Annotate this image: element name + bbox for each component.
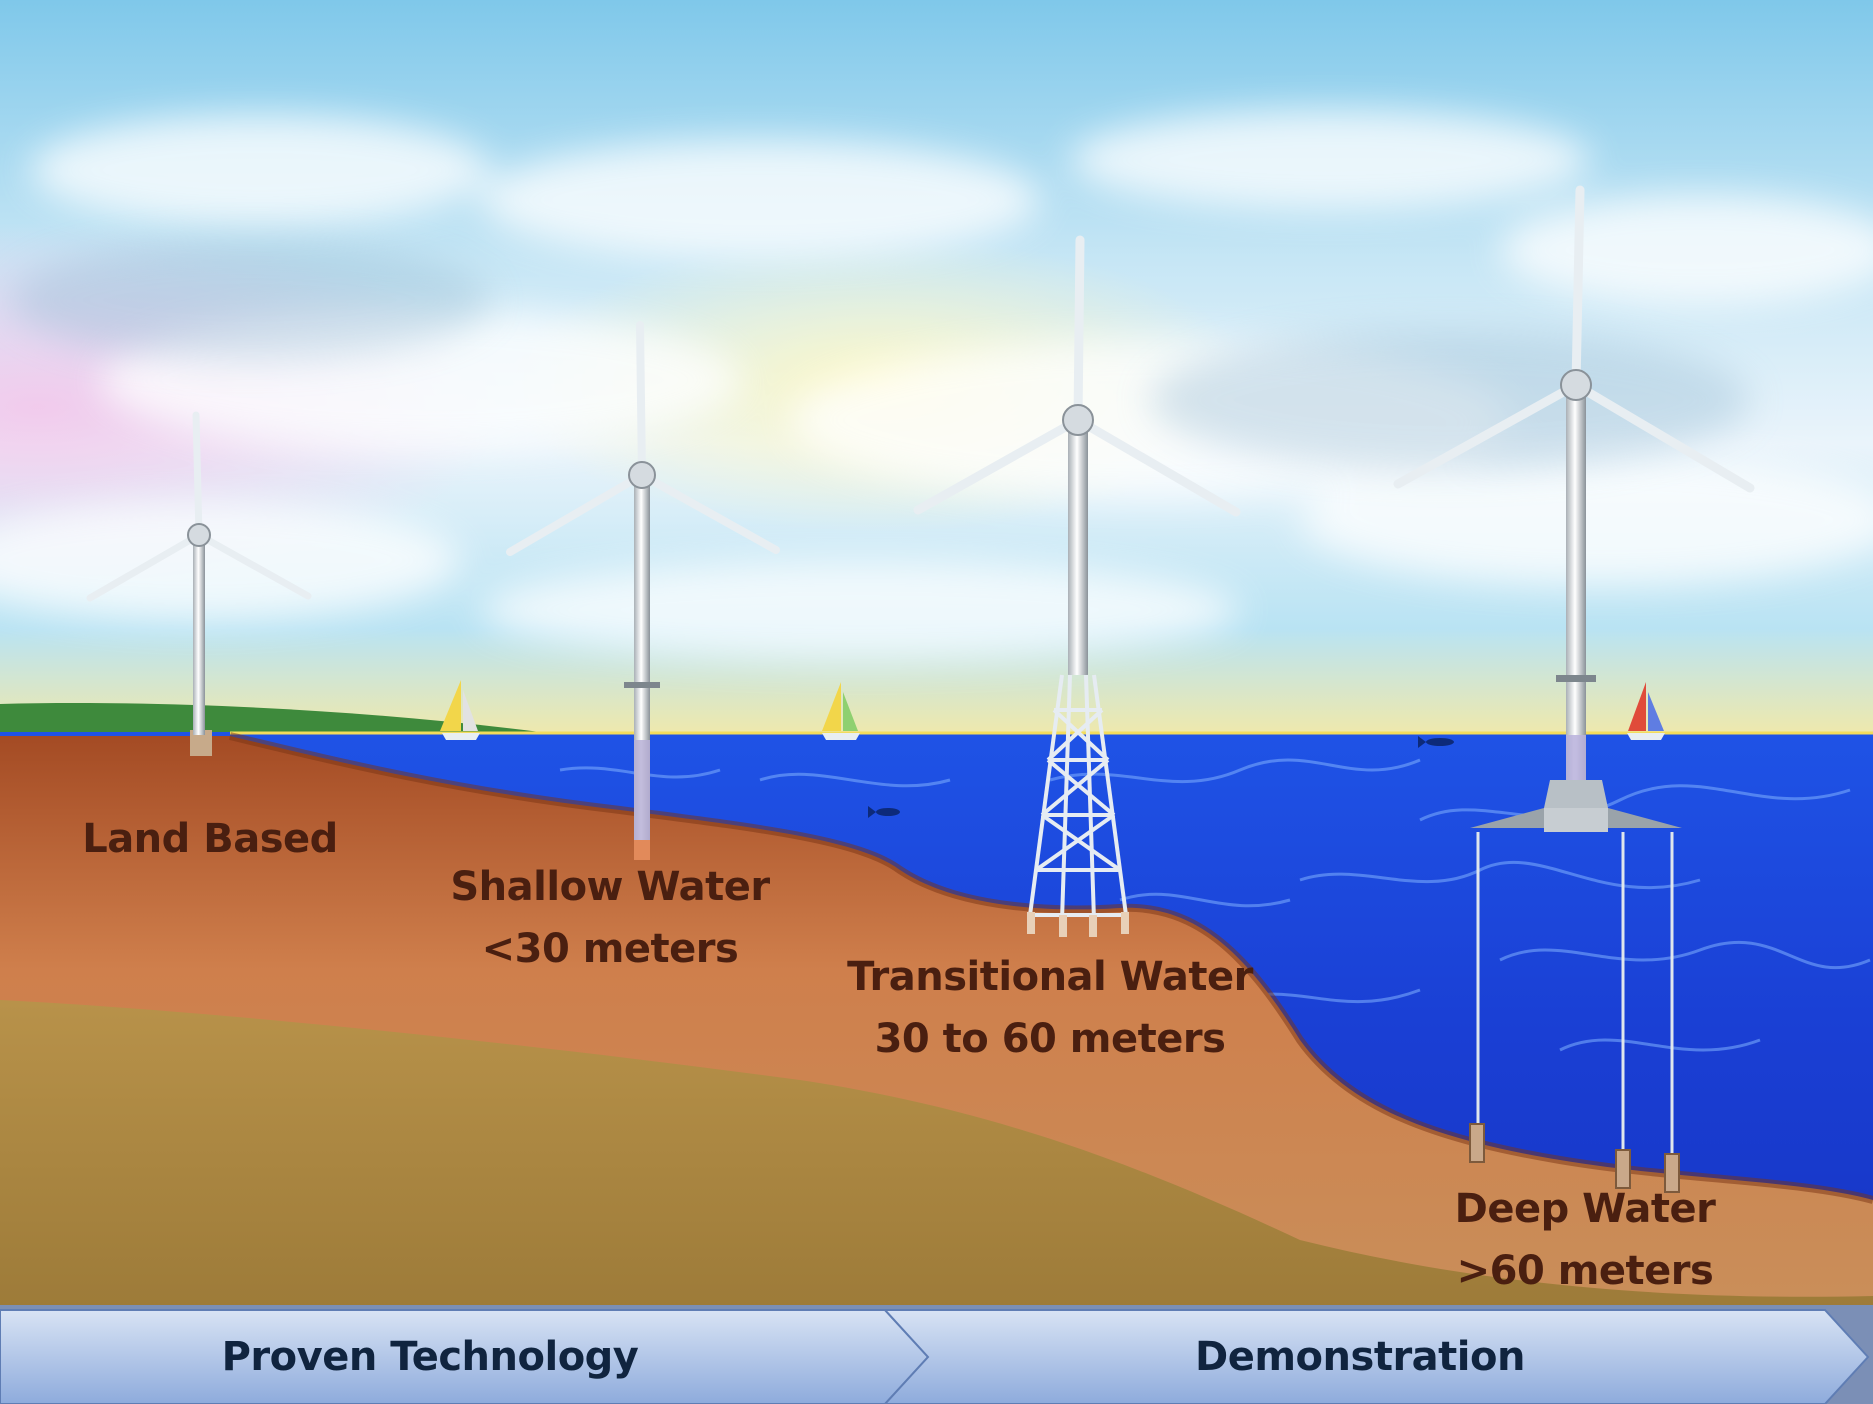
- wind-turbine-icon: [506, 321, 780, 860]
- zone-title: Deep Water: [1454, 1186, 1716, 1232]
- seabed-shadow-edge: [229, 732, 1873, 1204]
- zone-label-transitional: Transitional Water 30 to 60 meters: [840, 946, 1260, 1070]
- zone-depth: <30 meters: [481, 926, 739, 972]
- distant-hill: [0, 703, 540, 740]
- stage-label-demonstration: Demonstration: [1195, 1334, 1525, 1380]
- zone-label-land: Land Based: [60, 808, 360, 870]
- wind-turbine-icon: [86, 411, 312, 756]
- wind-turbine-icon: [1393, 185, 1755, 1193]
- zone-title: Land Based: [82, 816, 338, 862]
- soil-layer: [0, 1000, 1873, 1320]
- stage-label-proven: Proven Technology: [221, 1334, 639, 1380]
- wind-turbine-icon: [913, 235, 1241, 937]
- zone-depth: 30 to 60 meters: [874, 1016, 1226, 1062]
- fish-icon: [868, 736, 1454, 818]
- zone-title: Transitional Water: [847, 954, 1253, 1000]
- sailboat-icon: [440, 680, 480, 740]
- clouds: [0, 110, 1873, 660]
- sailboat-icon: [1627, 682, 1665, 740]
- zone-label-shallow: Shallow Water <30 meters: [440, 856, 780, 980]
- zone-title: Shallow Water: [450, 864, 770, 910]
- zone-label-deep: Deep Water >60 meters: [1420, 1178, 1750, 1302]
- zone-depth: >60 meters: [1456, 1248, 1714, 1294]
- sailboat-icon: [822, 682, 860, 740]
- stage-arrows: [0, 1305, 1873, 1404]
